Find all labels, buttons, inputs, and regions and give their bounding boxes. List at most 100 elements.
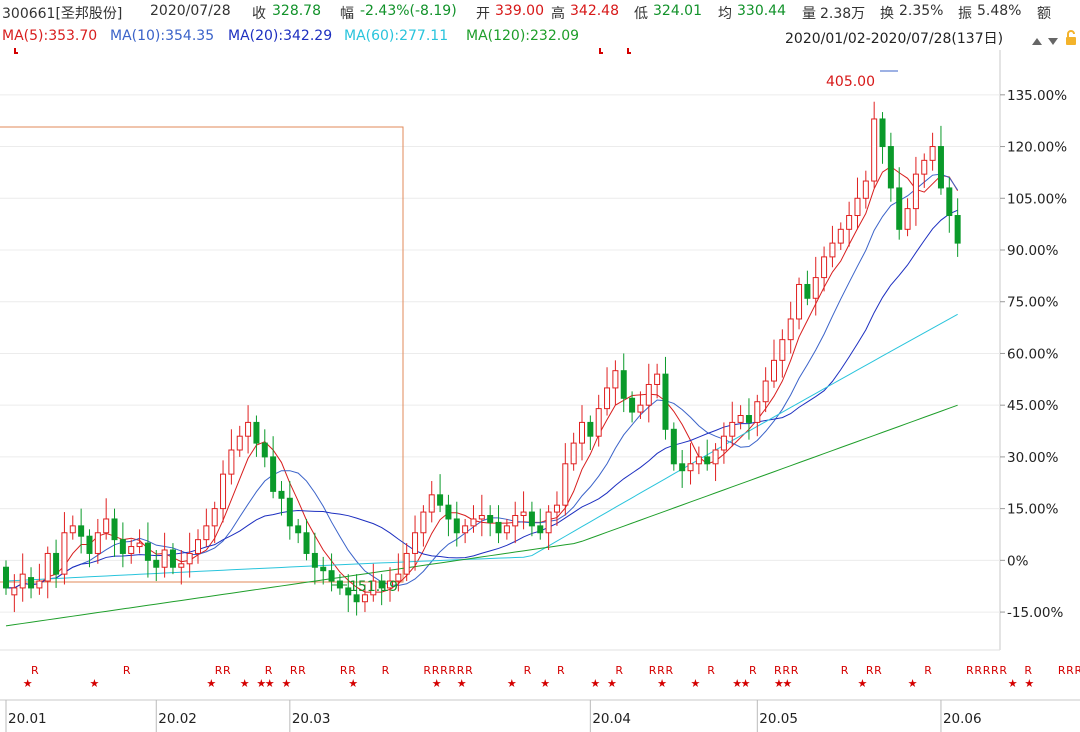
candle-body (169, 549, 176, 568)
candle-body (946, 187, 953, 217)
candle-body (537, 525, 544, 534)
candle-body (562, 463, 569, 506)
r-marker: R (983, 664, 991, 677)
r-marker: R (966, 664, 974, 677)
candle-body (921, 159, 928, 175)
candle-body (203, 525, 210, 541)
candle-body (629, 397, 636, 413)
candle-body (470, 518, 477, 527)
candle-body (570, 442, 577, 465)
candle-body (11, 587, 18, 596)
candle-body (503, 525, 510, 534)
range-box (0, 126, 404, 583)
candle-body (754, 401, 761, 423)
candle-body (862, 180, 869, 199)
x-tick-label: 20.06 (943, 711, 982, 727)
star-marker: ★ (89, 677, 99, 690)
star-marker: ★ (206, 677, 216, 690)
r-marker: R (999, 664, 1007, 677)
volume-label: 量 (802, 6, 816, 22)
candle-body (69, 525, 76, 534)
candle-body (3, 566, 9, 589)
star-marker: ★ (607, 677, 617, 690)
star-marker: ★ (240, 677, 250, 690)
candle-body (153, 559, 160, 568)
candle-body (236, 435, 243, 451)
candle-body (320, 566, 327, 572)
candle-body (720, 435, 727, 451)
candle-body (119, 539, 126, 554)
flag-marker (599, 48, 603, 54)
lock-icon[interactable] (1064, 30, 1078, 50)
candle-body (695, 456, 702, 465)
candle-body (737, 415, 744, 423)
r-marker: R (223, 664, 231, 677)
candle-body (353, 594, 360, 603)
r-marker: R (465, 664, 473, 677)
x-tick-label: 20.01 (8, 711, 47, 727)
min-price-label: 151.19 (349, 579, 398, 595)
candle-body (228, 449, 235, 475)
quote-date: 2020/07/28 (150, 3, 231, 19)
y-tick-label: -15.00% (1007, 605, 1064, 621)
r-marker: R (215, 664, 223, 677)
ma60-label: MA(60):277.11 (344, 28, 449, 44)
r-marker: R (123, 664, 131, 677)
star-marker: ★ (457, 677, 467, 690)
r-marker: R (557, 664, 565, 677)
quote-header: 300661[圣邦股份] 2020/07/28 收 328.78 幅 -2.43… (0, 0, 1080, 26)
candle-body (445, 504, 452, 520)
ma120-label: MA(120):232.09 (466, 28, 580, 44)
candle-body (328, 570, 335, 582)
ma120-line (5, 404, 958, 627)
candle-body (904, 208, 911, 230)
candle-body (604, 387, 611, 410)
r-marker: R (1075, 664, 1080, 677)
r-marker: R (340, 664, 348, 677)
high-value: 342.48 (570, 3, 619, 19)
candle-body (345, 587, 352, 596)
y-tick-label: 45.00% (1007, 398, 1059, 414)
candle-body (553, 504, 560, 513)
candle-body (812, 277, 819, 299)
top-markers (14, 48, 631, 54)
r-marker: R (707, 664, 715, 677)
star-marker: ★ (908, 677, 918, 690)
candle-body (370, 580, 377, 596)
candle-body (729, 421, 736, 437)
r-marker: R (432, 664, 440, 677)
y-tick-label: 105.00% (1007, 191, 1067, 207)
candle-body (804, 283, 811, 299)
r-marker: R (774, 664, 782, 677)
x-tick-label: 20.02 (158, 711, 197, 727)
moving-average-row: MA(5):353.70 MA(10):354.35 MA(20):342.29… (0, 26, 1080, 50)
turnover-label: 换 (880, 6, 894, 22)
candle-body (787, 318, 794, 341)
candle-body (837, 228, 844, 244)
r-marker: R (382, 664, 390, 677)
r-marker: R (657, 664, 665, 677)
candle-body (428, 494, 435, 513)
close-value: 328.78 (272, 3, 321, 19)
arrow-down-icon[interactable] (1047, 32, 1059, 51)
candle-body (437, 494, 444, 506)
candle-body (136, 542, 143, 548)
candle-body (144, 542, 151, 561)
candle-body (86, 535, 93, 554)
candle-body (412, 532, 419, 554)
candle-body (94, 532, 101, 554)
candle-body (195, 539, 201, 554)
x-tick-label: 20.05 (759, 711, 798, 727)
candle-body (487, 515, 494, 523)
star-marker: ★ (507, 677, 517, 690)
arrow-up-icon[interactable] (1031, 32, 1043, 51)
r-marker: R (991, 664, 999, 677)
avg-label: 均 (718, 6, 732, 22)
star-marker: ★ (265, 677, 275, 690)
flag-marker (14, 48, 18, 54)
candle-body (44, 552, 51, 582)
candle-body (78, 525, 85, 537)
candle-body (495, 521, 502, 534)
